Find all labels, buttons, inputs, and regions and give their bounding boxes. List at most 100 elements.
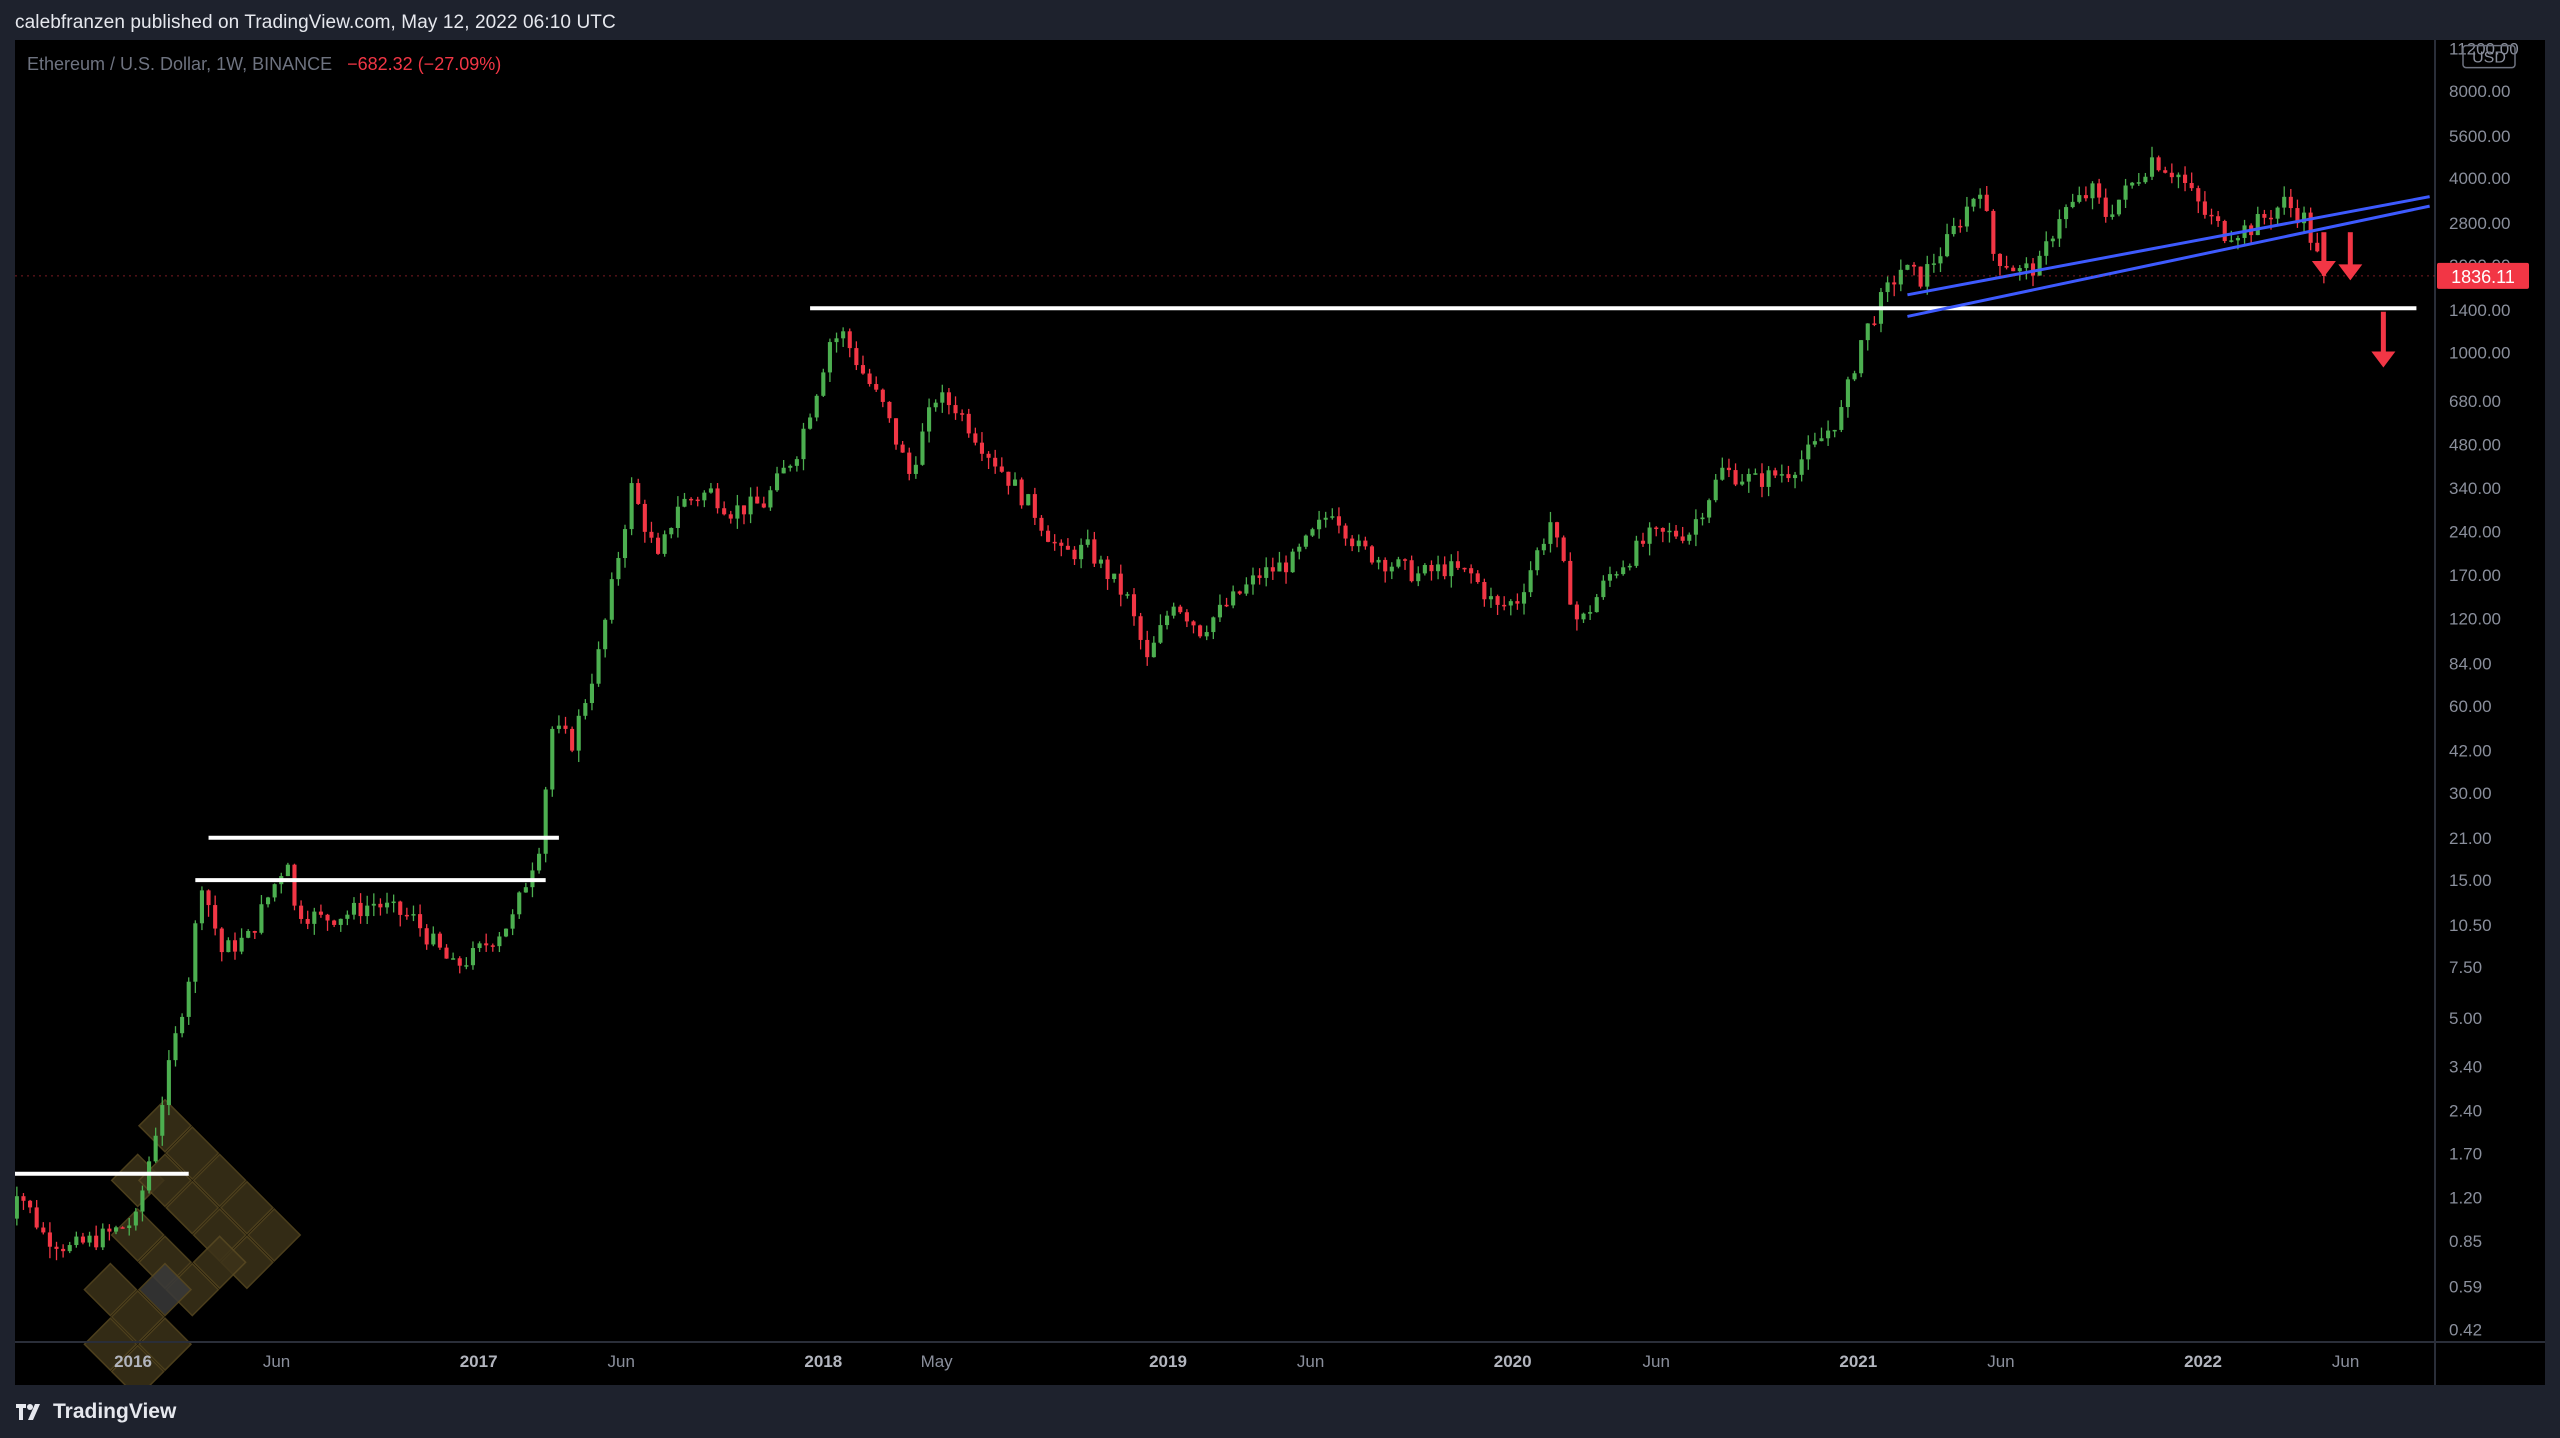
candle-body [1264,567,1269,578]
price-tick-label: 60.00 [2449,697,2492,716]
candle-body [887,401,892,419]
drawings-layer [15,195,2430,1176]
candle-body [100,1228,105,1248]
candle-body [1733,470,1738,485]
candle-body [437,933,442,948]
watermark-tile [110,1344,165,1385]
price-axis[interactable]: 0.42 0.59 0.85 1.20 1.70 2.40 3.40 5.00 7.50 10.5… [15,40,2529,1385]
candle-body [1012,479,1018,486]
price-tick-label: 340.00 [2449,479,2501,498]
price-tick-label: 480.00 [2449,436,2501,455]
candle-body [1997,253,2003,266]
candle-body [1786,474,1791,479]
candle-body [1092,539,1097,564]
candle-body [1991,210,1996,254]
candle-body [741,505,747,515]
time-tick-label: Jun [263,1352,290,1371]
candle-body [609,579,614,620]
candle-body [1244,584,1249,594]
candle-body [1634,540,1639,566]
watermark-tile [110,1207,165,1263]
candle-body [1125,594,1130,596]
candle-body [1687,534,1692,541]
candle-body [219,928,224,953]
candle-body [1515,601,1520,604]
candle-body [523,887,528,893]
candle-body [1779,474,1784,476]
candle-body [1006,471,1011,486]
candle-body [1911,264,1917,267]
candle-body [2011,267,2016,272]
candle-body [239,937,244,952]
candle-body [927,407,932,432]
price-tick-label: 5.00 [2449,1009,2482,1028]
price-tick-label: 1.20 [2449,1188,2482,1207]
candle-body [2176,174,2181,178]
candle-body [2308,212,2313,243]
candle-body [940,392,945,403]
candle-body [1482,582,1487,600]
time-tick-label: Jun [608,1352,635,1371]
candle-body [920,431,925,465]
candle-body [1945,234,1950,257]
candle-body [979,442,985,454]
candle-body [252,930,257,933]
chart-frame[interactable]: 0.42 0.59 0.85 1.20 1.70 2.40 3.40 5.00 7.50 10.5… [15,40,2545,1385]
candle-body [1416,573,1421,582]
watermark-tile [83,1262,138,1317]
candle-body [1555,522,1560,538]
candle-body [2143,176,2148,183]
candlestick-chart[interactable]: 0.42 0.59 0.85 1.20 1.70 2.40 3.40 5.00 7.50 10.5… [15,40,2545,1385]
candle-body [1720,467,1725,480]
price-tick-label: 30.00 [2449,784,2492,803]
watermark-tile [219,1180,274,1235]
price-tick-label: 120.00 [2449,610,2501,629]
candle-body [1865,323,1870,341]
candle-body [1627,565,1632,568]
candle-body [1839,407,1844,430]
candle-body [1502,604,1507,607]
time-axis[interactable]: 2016 Jun 2017 Jun 2018 May 2019 Jun 2020 Jun 2021 J… [15,1341,2545,1371]
candle-body [953,405,958,414]
candle-body [808,417,813,429]
candle-body [2136,182,2141,184]
candle-body [2295,208,2300,224]
candle-body [1283,562,1289,573]
candles-layer [15,146,2326,1261]
candle-body [21,1196,26,1201]
candle-body [517,892,522,915]
watermark-tile [165,1126,220,1181]
candle-body [1145,639,1150,658]
candle-body [2209,214,2214,217]
candle-body [28,1200,33,1208]
time-tick-label: Jun [1643,1352,1670,1371]
candle-body [153,1135,158,1162]
candle-body [1112,573,1117,580]
candle-body [1191,621,1196,626]
candle-body [1158,625,1163,643]
candle-body [272,884,277,898]
tradingview-brand[interactable]: TradingView [15,1397,176,1427]
candle-body [827,342,832,373]
candle-body [1588,612,1593,614]
candle-body [748,496,753,515]
candle-body [2169,172,2174,178]
candle-body [1561,537,1566,561]
price-tick-label: 1400.00 [2449,301,2510,320]
candle-body [2301,212,2307,224]
candle-body [338,918,343,925]
candle-body [1674,530,1679,537]
candle-body [1654,527,1659,530]
candle-body [656,537,661,554]
candle-body [907,452,912,474]
candle-body [2282,196,2287,208]
candle-body [642,503,647,532]
watermark-tile [192,1153,247,1208]
arrow-down-icon [2371,351,2396,368]
watermark-tile [137,1262,193,1317]
candle-body [583,703,588,716]
trendline [1907,204,2430,318]
time-tick-label: May [921,1352,954,1371]
candle-body [2057,219,2062,239]
candle-body [166,1060,171,1106]
